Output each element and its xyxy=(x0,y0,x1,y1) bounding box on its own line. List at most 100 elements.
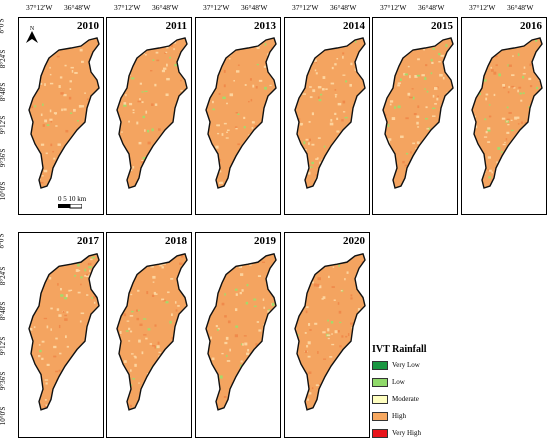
raster-cell xyxy=(217,132,220,135)
raster-cell xyxy=(271,67,274,69)
raster-cell xyxy=(413,113,417,116)
raster-cell xyxy=(439,172,443,175)
raster-cell xyxy=(215,325,218,328)
raster-cell xyxy=(165,51,168,54)
raster-cell xyxy=(155,175,158,177)
raster-cell xyxy=(61,108,63,112)
legend-item-very-high: Very High xyxy=(372,426,452,440)
raster-cell xyxy=(177,163,182,166)
raster-cell xyxy=(73,171,76,175)
raster-cell xyxy=(183,364,185,367)
raster-cell xyxy=(79,320,82,323)
raster-cell xyxy=(432,47,435,50)
raster-cell xyxy=(361,157,364,160)
raster-cell xyxy=(242,343,244,346)
longitude-label: 36°48'W xyxy=(418,3,445,12)
raster-cell xyxy=(270,373,274,376)
raster-cell xyxy=(226,360,231,362)
latitude-label: 10°0'S xyxy=(0,181,8,201)
raster-cell xyxy=(242,394,245,397)
raster-cell xyxy=(139,98,141,101)
raster-cell xyxy=(236,160,240,164)
raster-cell xyxy=(487,38,490,41)
raster-cell xyxy=(93,301,96,304)
raster-cell xyxy=(130,77,135,80)
raster-cell xyxy=(359,277,362,280)
raster-cell xyxy=(50,328,52,331)
raster-cell xyxy=(426,159,430,162)
raster-cell xyxy=(279,96,281,97)
raster-cell xyxy=(316,40,320,44)
raster-cell xyxy=(158,351,162,354)
raster-cell xyxy=(179,111,183,114)
raster-cell xyxy=(336,117,339,120)
raster-cell xyxy=(524,122,527,124)
raster-cell xyxy=(272,395,275,399)
raster-cell xyxy=(445,127,449,131)
map-panel-2017: 2017 xyxy=(18,232,104,438)
raster-cell xyxy=(300,399,304,403)
raster-cell xyxy=(148,401,151,405)
raster-cell xyxy=(240,409,244,410)
raster-cell xyxy=(100,134,103,137)
raster-cell xyxy=(64,297,68,300)
raster-cell xyxy=(136,309,140,312)
raster-cell xyxy=(303,141,306,145)
raster-cell xyxy=(81,105,84,108)
raster-cell xyxy=(81,380,85,383)
raster-cell xyxy=(508,64,512,67)
raster-cell xyxy=(306,306,309,309)
raster-cell xyxy=(207,54,211,57)
raster-cell xyxy=(488,176,492,179)
raster-cell xyxy=(185,274,187,278)
raster-cell xyxy=(64,335,67,339)
raster-cell xyxy=(250,366,253,368)
raster-cell xyxy=(491,171,494,174)
raster-cell xyxy=(416,159,420,163)
raster-cell xyxy=(162,184,165,187)
raster-cell xyxy=(62,311,65,313)
raster-cell xyxy=(442,76,445,80)
raster-cell xyxy=(208,397,213,400)
raster-cell xyxy=(543,143,546,146)
raster-cell xyxy=(169,320,172,324)
raster-cell xyxy=(221,302,225,306)
raster-cell xyxy=(74,173,78,177)
raster-cell xyxy=(326,334,331,337)
raster-cell xyxy=(297,71,302,75)
raster-cell xyxy=(166,63,168,67)
raster-cell xyxy=(151,387,153,389)
raster-cell xyxy=(278,40,281,41)
raster-cell xyxy=(73,163,77,166)
raster-cell xyxy=(98,46,99,48)
raster-cell xyxy=(51,400,54,402)
raster-cell xyxy=(352,155,355,158)
raster-cell xyxy=(500,151,503,153)
raster-cell xyxy=(347,333,350,337)
raster-cell xyxy=(185,337,187,340)
raster-cell xyxy=(150,175,153,179)
raster-cell xyxy=(129,404,132,408)
raster-cell xyxy=(234,334,238,338)
raster-cell xyxy=(299,123,304,125)
legend-label: Low xyxy=(392,378,405,386)
raster-cell xyxy=(411,88,414,90)
raster-cell xyxy=(206,401,210,403)
raster-cell xyxy=(217,328,219,332)
raster-cell xyxy=(302,93,306,95)
raster-cell xyxy=(267,187,271,188)
raster-cell xyxy=(234,126,238,128)
raster-cell xyxy=(402,160,405,164)
raster-cell xyxy=(533,159,536,163)
raster-cell xyxy=(357,162,360,165)
raster-cell xyxy=(400,42,404,45)
raster-cell xyxy=(319,167,323,170)
raster-cell xyxy=(59,287,62,291)
longitude-label: 37°12'W xyxy=(203,3,230,12)
raster-cell xyxy=(49,66,51,69)
raster-cell xyxy=(171,396,176,399)
raster-cell xyxy=(31,186,35,188)
raster-cell xyxy=(129,315,134,317)
raster-cell xyxy=(307,171,311,175)
raster-cell xyxy=(30,77,34,80)
